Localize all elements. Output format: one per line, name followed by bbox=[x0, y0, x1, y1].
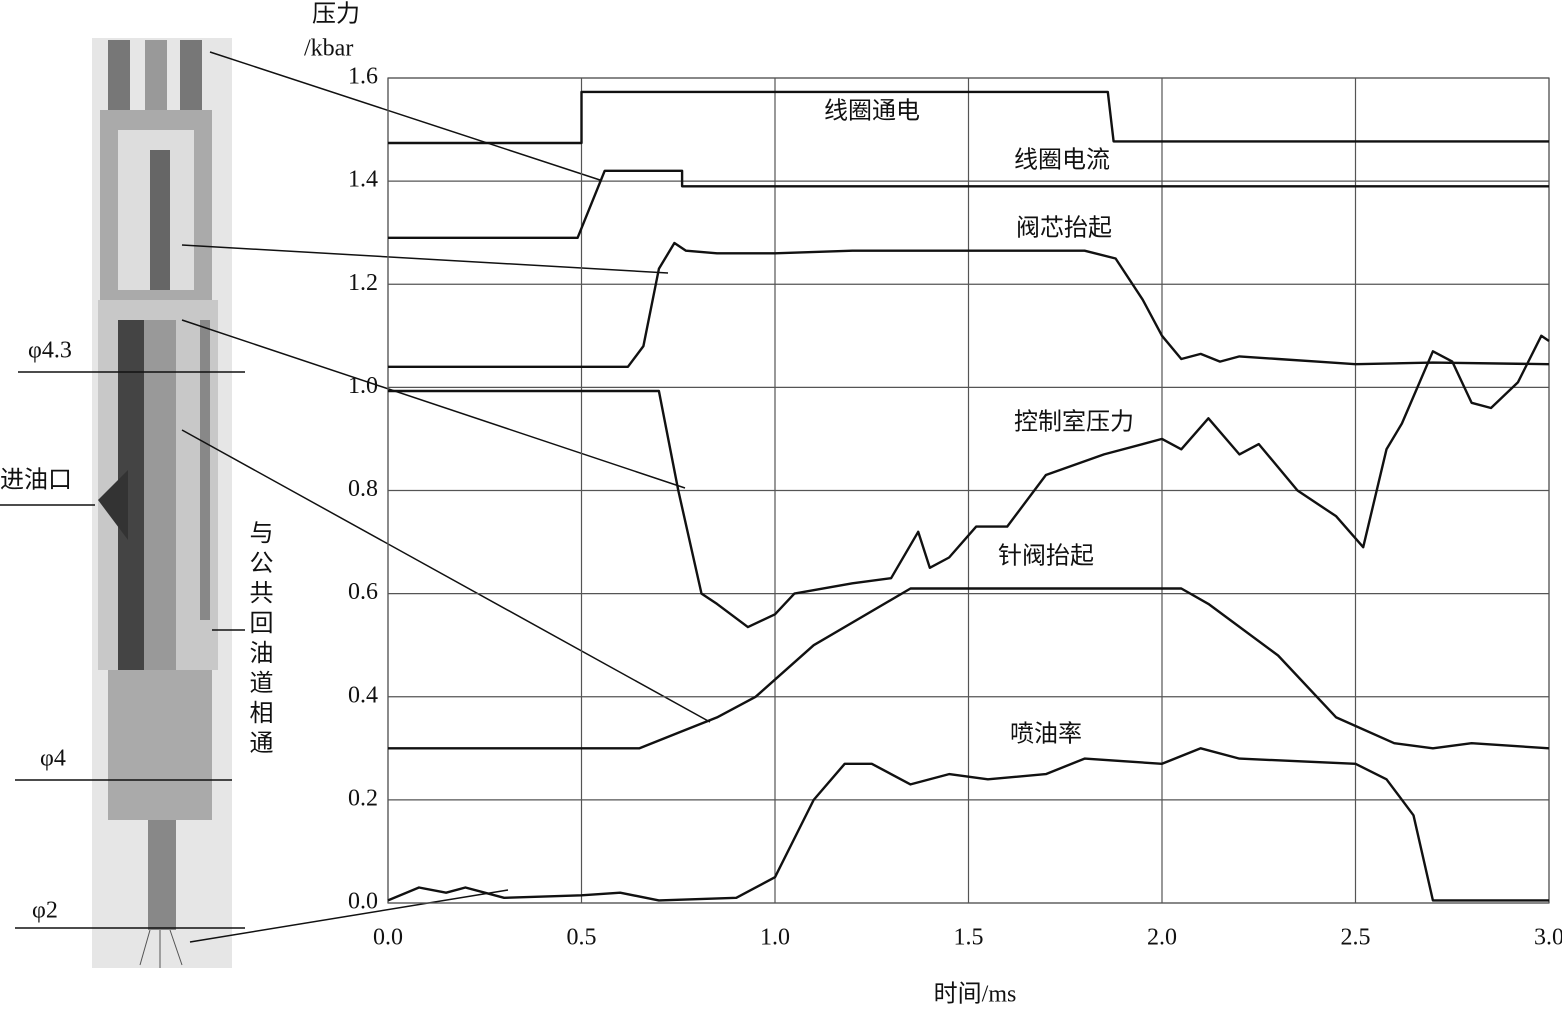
series-label: 针阀抬起 bbox=[998, 543, 1094, 570]
y-axis-title: 压力 bbox=[312, 1, 360, 28]
series-line bbox=[388, 90, 1549, 145]
return-label: 与公共回油道相通 bbox=[245, 520, 273, 760]
series-line bbox=[388, 334, 1550, 629]
series-label: 控制室压力 bbox=[1014, 409, 1134, 436]
series-label: 喷油率 bbox=[1010, 721, 1082, 748]
x-axis-title: 时间/ms bbox=[934, 981, 1017, 1008]
x-tick-label: 3.0 bbox=[1534, 925, 1562, 951]
series-label: 线圈电流 bbox=[1014, 147, 1110, 174]
y-tick-label: 0.0 bbox=[348, 889, 378, 915]
leader-lines bbox=[0, 51, 711, 943]
dim-label: φ4.3 bbox=[28, 338, 72, 364]
injector-illustration bbox=[92, 38, 232, 968]
x-tick-label: 2.5 bbox=[1341, 925, 1371, 951]
y-tick-label: 1.2 bbox=[348, 270, 378, 296]
y-tick-label: 0.4 bbox=[348, 682, 378, 708]
y-tick-label: 0.6 bbox=[348, 579, 378, 605]
x-tick-label: 0.5 bbox=[567, 925, 597, 951]
y-tick-label: 0.8 bbox=[348, 476, 378, 502]
x-tick-label: 2.0 bbox=[1147, 925, 1177, 951]
series-line bbox=[388, 587, 1550, 750]
x-tick-label: 1.0 bbox=[760, 925, 790, 951]
y-tick-label: 1.0 bbox=[348, 373, 378, 399]
series-label: 阀芯抬起 bbox=[1016, 215, 1112, 242]
y-tick-label: 0.2 bbox=[348, 785, 378, 811]
series-line bbox=[388, 241, 1550, 368]
dim-label: φ4 bbox=[40, 746, 66, 772]
series-line bbox=[388, 169, 1549, 239]
x-tick-label: 0.0 bbox=[373, 925, 403, 951]
y-axis-unit: /kbar bbox=[304, 36, 353, 62]
series-line bbox=[387, 747, 1549, 902]
dim-label: φ2 bbox=[32, 898, 58, 924]
series-label: 线圈通电 bbox=[824, 98, 920, 125]
x-tick-label: 1.5 bbox=[954, 925, 984, 951]
y-tick-label: 1.6 bbox=[348, 64, 378, 90]
inlet-label: 进油口 bbox=[0, 467, 72, 494]
y-tick-label: 1.4 bbox=[348, 167, 378, 193]
